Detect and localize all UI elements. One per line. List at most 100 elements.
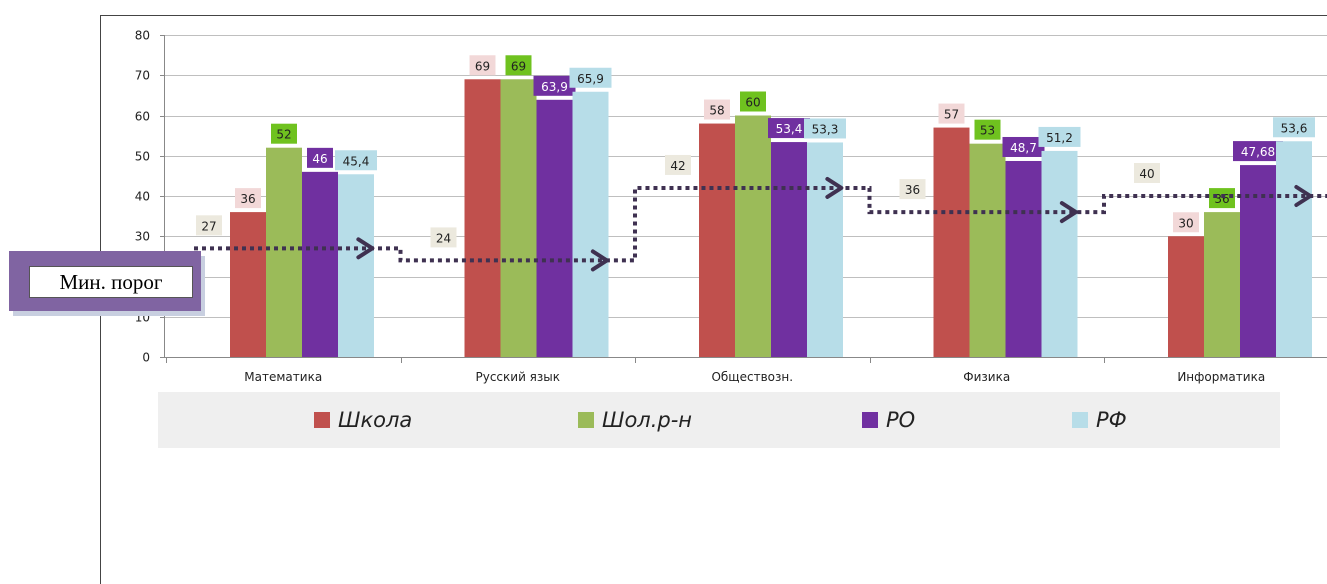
- threshold-label: 42: [670, 159, 685, 173]
- data-label: 63,9: [541, 80, 568, 94]
- bar: [302, 171, 338, 357]
- threshold-label-bg: [899, 179, 926, 200]
- x-category-label: Обществозн.: [711, 370, 793, 384]
- legend-swatch-region: [862, 412, 878, 428]
- threshold-line: 27 24 42 36 40: [194, 154, 1327, 272]
- legend-swatch-school: [314, 412, 330, 428]
- data-label: 36: [240, 192, 255, 206]
- threshold-label-bg: [1134, 163, 1160, 183]
- threshold-label: 24: [436, 231, 451, 245]
- data-label-bg: [505, 55, 532, 76]
- x-category-label: Информатика: [1177, 370, 1265, 384]
- bar: [1276, 141, 1312, 357]
- data-label: 46: [312, 152, 327, 166]
- data-label: 53: [980, 124, 995, 138]
- min-threshold-label: Мин. порог: [29, 266, 193, 298]
- threshold-arrow: [1294, 185, 1313, 207]
- data-label: 45,4: [343, 154, 370, 168]
- x-category-label: Физика: [963, 370, 1010, 384]
- legend-swatch-russia: [1072, 412, 1088, 428]
- bar: [771, 142, 807, 357]
- y-tick-label: 80: [135, 29, 150, 43]
- legend-label-russia: РФ: [1096, 408, 1127, 432]
- bar: [699, 123, 735, 357]
- data-label: 57: [944, 108, 959, 122]
- data-label-bg: [704, 99, 730, 120]
- data-label-bg: [569, 67, 612, 88]
- data-label-bg: [768, 118, 810, 139]
- legend-swatch-district: [578, 412, 594, 428]
- bar: [266, 147, 302, 357]
- data-label-bg: [1233, 141, 1283, 162]
- data-label: 53,4: [776, 122, 803, 136]
- threshold-label-bg: [196, 215, 222, 236]
- data-label: 47,68: [1241, 145, 1275, 159]
- threshold-label-bg: [665, 154, 691, 175]
- data-label: 53,3: [812, 122, 839, 136]
- threshold-arrow: [356, 237, 375, 260]
- threshold-path: [194, 185, 1327, 263]
- data-label: 30: [1178, 216, 1193, 230]
- legend-item-school: Школа: [314, 392, 412, 448]
- threshold-arrow: [1059, 201, 1078, 224]
- data-label-bg: [1273, 117, 1315, 138]
- y-tick-label: 70: [135, 69, 150, 83]
- data-label-bg: [938, 103, 965, 124]
- data-label: 65,9: [577, 72, 604, 86]
- y-axis: 01020304050607080: [135, 29, 165, 365]
- data-label-bg: [235, 188, 261, 209]
- bar: [1041, 150, 1078, 357]
- bar: [969, 143, 1006, 357]
- y-tick-label: 60: [135, 110, 150, 124]
- y-tick-label: 10: [135, 311, 150, 325]
- data-label-bg: [974, 119, 1001, 140]
- threshold-label-bg: [430, 227, 457, 248]
- data-label: 60: [745, 96, 760, 110]
- data-label: 53,6: [1281, 121, 1308, 135]
- x-category-label: Математика: [244, 370, 322, 384]
- y-tick-label: 30: [135, 230, 150, 244]
- bar: [933, 127, 970, 357]
- data-label-bg: [1209, 188, 1235, 209]
- threshold-label: 36: [905, 183, 920, 197]
- data-label-bg: [307, 147, 333, 168]
- legend-item-region: РО: [862, 392, 915, 448]
- bar: [572, 91, 609, 357]
- bar: [735, 115, 771, 357]
- legend-label-district: Шол.р-н: [602, 408, 693, 432]
- x-axis: Математика Русский язык Обществозн. Физика И…: [164, 357, 1327, 384]
- legend: Школа Шол.р-н РО РФ: [158, 392, 1280, 448]
- bar: [1168, 236, 1204, 357]
- bar: [1204, 212, 1240, 357]
- bar: [500, 79, 537, 358]
- data-label: 69: [475, 59, 490, 73]
- threshold-arrow: [590, 249, 609, 272]
- y-tick-label: 50: [135, 150, 150, 164]
- bar: [807, 142, 843, 357]
- data-label-bg: [335, 150, 377, 171]
- data-label: 48,7: [1010, 141, 1037, 155]
- data-label: 69: [511, 59, 526, 73]
- data-label: 58: [709, 104, 724, 118]
- data-label-bg: [271, 123, 297, 144]
- y-tick-label: 40: [135, 190, 150, 204]
- legend-item-russia: РФ: [1072, 392, 1127, 448]
- threshold-label: 27: [201, 219, 216, 233]
- legend-label-region: РО: [886, 408, 916, 432]
- min-threshold-callout: Мин. порог: [9, 251, 201, 311]
- bar: [1240, 165, 1276, 357]
- data-label-bg: [1002, 136, 1045, 157]
- bar: [1005, 160, 1042, 357]
- bar: [464, 79, 501, 358]
- data-label: 52: [276, 128, 291, 142]
- data-label-bg: [533, 75, 576, 96]
- data-label-bg: [740, 91, 766, 112]
- data-label: 51,2: [1046, 131, 1073, 145]
- legend-item-district: Шол.р-н: [578, 392, 692, 448]
- y-tick-label: 0: [142, 351, 150, 365]
- data-label-bg: [469, 55, 496, 76]
- bar: [338, 174, 374, 357]
- data-label-bg: [1038, 126, 1081, 147]
- threshold-label: 40: [1139, 167, 1154, 181]
